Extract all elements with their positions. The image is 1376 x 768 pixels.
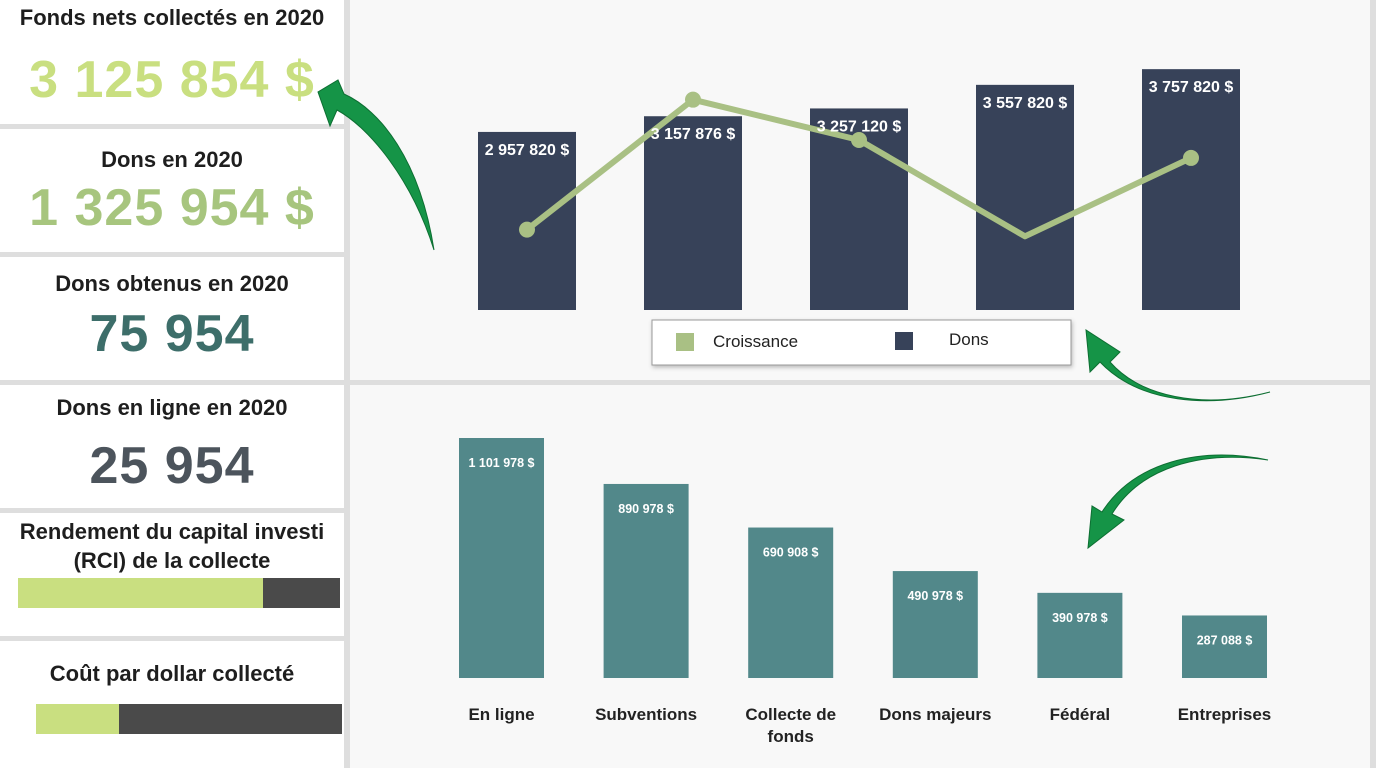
source-category-label: Fédéral [1050, 705, 1110, 724]
net-funds-value: 3 125 854 $ [29, 51, 315, 109]
donations-count-value: 75 954 [89, 305, 255, 363]
croissance-point [1183, 149, 1199, 166]
arrow-to-sources-icon [1087, 454, 1269, 550]
kpi-divider [0, 124, 344, 129]
source-bar-label: 1 101 978 $ [468, 456, 534, 470]
dons-bar [644, 116, 742, 311]
source-category-label: fonds [768, 727, 814, 746]
right-edge [1370, 0, 1376, 768]
legend-label-croissance: Croissance [713, 332, 798, 351]
source-category-label: Entreprises [1178, 705, 1272, 724]
legend-box [651, 319, 1072, 366]
source-bar [603, 483, 689, 678]
kpi-panel: Fonds nets collectés en 2020 3 125 854 $… [0, 0, 344, 768]
donations-count-title: Dons obtenus en 2020 [55, 271, 289, 296]
chart-legend: Croissance Dons [651, 319, 1072, 366]
source-bar-label: 490 978 $ [907, 589, 963, 603]
source-category-label: Subventions [595, 705, 697, 724]
source-category-label: Collecte de [745, 705, 836, 724]
cost-progress-fill [36, 704, 119, 734]
cost-per-dollar-title: Coût par dollar collecté [49, 661, 295, 686]
kpi-divider [0, 252, 344, 257]
source-category-label: Dons majeurs [879, 705, 991, 724]
online-donations-title: Dons en ligne en 2020 [56, 395, 288, 420]
net-funds-title: Fonds nets collectés en 2020 [19, 5, 325, 30]
dons-bar [478, 131, 576, 310]
legend-swatch-croissance [676, 333, 694, 351]
source-bar [748, 527, 834, 678]
legend-label-dons: Dons [949, 330, 989, 349]
roi-progress-bar [18, 578, 340, 608]
source-bar-label: 690 908 $ [763, 546, 819, 560]
dons-bar-label: 3 557 820 $ [983, 95, 1068, 112]
croissance-point [685, 91, 701, 108]
roi-title-line2: (RCI) de la collecte [73, 548, 271, 573]
arrow-to-net-funds-icon [317, 79, 435, 251]
roi-title-line1: Rendement du capital investi [19, 519, 325, 544]
source-bar [459, 438, 544, 678]
roi-progress-fill [18, 578, 263, 608]
source-bar [892, 571, 978, 678]
kpi-divider [0, 508, 344, 513]
dons-bar [976, 84, 1074, 311]
donations-title: Dons en 2020 [101, 147, 243, 172]
source-category-label: En ligne [468, 705, 534, 724]
dons-bar-label: 3 757 820 $ [1149, 79, 1234, 96]
dons-bar [1142, 69, 1240, 310]
dons-bar-label: 3 157 876 $ [651, 126, 736, 143]
source-bar-label: 890 978 $ [618, 502, 674, 516]
source-bar-label: 287 088 $ [1197, 633, 1253, 647]
online-donations-value: 25 954 [89, 437, 255, 495]
arrow-to-legend-icon [1085, 329, 1271, 402]
cost-progress-bar [36, 704, 342, 734]
source-bar [1182, 615, 1267, 678]
croissance-point [519, 221, 535, 238]
vertical-divider [344, 0, 350, 768]
dons-bar-label: 2 957 820 $ [485, 142, 570, 159]
donations-value: 1 325 954 $ [29, 179, 315, 237]
horizontal-divider [350, 380, 1370, 385]
croissance-point [851, 132, 867, 148]
source-bar [1037, 592, 1123, 678]
source-bar-label: 390 978 $ [1052, 611, 1108, 625]
kpi-divider [0, 636, 344, 641]
legend-swatch-dons [895, 332, 913, 350]
dons-bar-label: 3 257 120 $ [817, 118, 902, 135]
kpi-divider [0, 380, 344, 385]
